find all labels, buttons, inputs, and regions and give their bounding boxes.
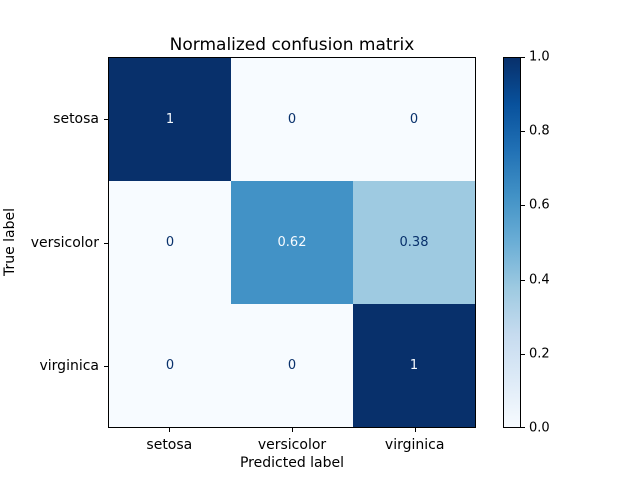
colorbar [503, 57, 521, 428]
matrix-cell-virginica-versicolor: 0 [231, 304, 353, 427]
x-axis-label: Predicted label [239, 455, 345, 471]
y-tick-mark [104, 242, 108, 244]
matrix-cell-setosa-versicolor: 0 [231, 58, 353, 181]
colorbar-tick-label-0.8: 0.8 [529, 123, 550, 139]
y-tick-mark [104, 118, 108, 120]
x-tick-mark [414, 428, 416, 432]
chart-title: Normalized confusion matrix [169, 35, 415, 55]
y-tick-label-versicolor: versicolor [30, 234, 99, 251]
colorbar-tick-mark [521, 353, 525, 355]
colorbar-tick-mark [521, 131, 525, 133]
x-tick-mark [292, 428, 293, 432]
matrix-cell-virginica-virginica: 1 [353, 304, 475, 427]
x-tick-mark [169, 428, 171, 432]
colorbar-tick-label-0.6: 0.6 [529, 197, 550, 213]
y-tick-mark [104, 366, 108, 368]
colorbar-tick-label-0.0: 0.0 [529, 420, 550, 436]
heatmap-plot-area: 1 0 0 0 0.62 0.38 0 0 1 [108, 57, 476, 428]
matrix-cell-setosa-setosa: 1 [109, 58, 231, 181]
matrix-cell-setosa-virginica: 0 [353, 58, 475, 181]
x-tick-label-setosa: setosa [146, 437, 193, 453]
y-tick-label-setosa: setosa [53, 110, 99, 127]
x-tick-label-virginica: virginica [384, 437, 445, 453]
colorbar-tick-label-0.4: 0.4 [529, 272, 550, 288]
colorbar-tick-mark [521, 279, 525, 281]
colorbar-tick-label-0.2: 0.2 [529, 346, 550, 362]
y-axis-label: True label [2, 207, 18, 277]
colorbar-tick-mark [521, 205, 525, 207]
matrix-cell-virginica-setosa: 0 [109, 304, 231, 427]
colorbar-tick-label-1.0: 1.0 [529, 49, 550, 65]
x-tick-label-versicolor: versicolor [257, 437, 327, 453]
matrix-cell-versicolor-setosa: 0 [109, 181, 231, 304]
colorbar-tick-mark [521, 427, 525, 428]
y-tick-label-virginica: virginica [39, 358, 100, 375]
colorbar-tick-mark [521, 57, 525, 58]
matrix-cell-versicolor-virginica: 0.38 [353, 181, 475, 304]
matrix-cell-versicolor-versicolor: 0.62 [231, 181, 353, 304]
